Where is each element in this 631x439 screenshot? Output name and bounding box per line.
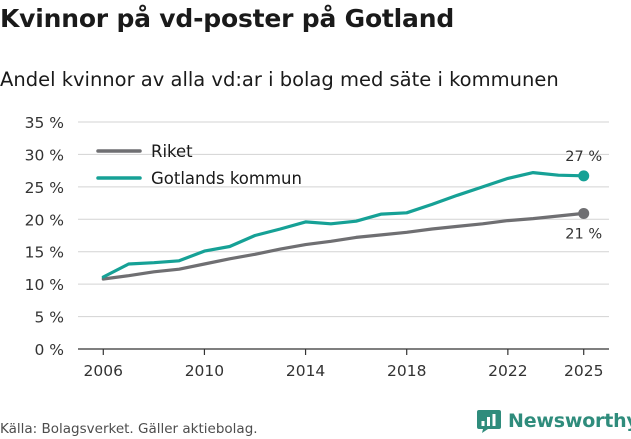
y-axis-ticks: 0 % 5 % 10 % 15 % 20 % 25 % 30 % 35 %	[25, 114, 64, 359]
end-labels: 21 % 27 %	[565, 149, 602, 243]
series-line-gotlands-kommun	[101, 171, 586, 279]
y-tick-label: 10 %	[25, 276, 64, 294]
y-tick-label: 30 %	[25, 146, 64, 164]
x-tick-label: 2022	[488, 362, 527, 380]
end-value-label: 21 %	[565, 226, 602, 242]
x-tick-label: 2025	[564, 362, 603, 380]
end-value-label: 27 %	[565, 149, 602, 165]
x-tick-label: 2014	[286, 362, 325, 380]
line-chart: 0 %5 %10 %15 %20 %25 %30 %35 % 2006 2010 2…	[25, 114, 609, 380]
x-axis: 2006 2010 2014 2018 2022 2025	[78, 348, 609, 380]
legend-label: Riket	[151, 142, 193, 161]
legend: Riket Gotlands kommun	[96, 142, 302, 188]
x-tick-label: 2006	[84, 362, 123, 380]
x-tick-label: 2010	[185, 362, 224, 380]
newsworthy-logo: Newsworthy	[476, 408, 631, 434]
series-line-riket	[101, 211, 586, 281]
y-tick-label: 20 %	[25, 211, 64, 229]
chart-subtitle: Andel kvinnor av alla vd:ar i bolag med …	[0, 68, 559, 91]
brand-name: Newsworthy	[508, 410, 631, 432]
series-lines	[101, 170, 590, 281]
y-tick-label: 5 %	[34, 309, 64, 327]
end-point-marker	[578, 207, 590, 219]
y-tick-label: 35 %	[25, 114, 64, 132]
y-tick-label: 0 %	[34, 341, 64, 359]
end-point-marker	[578, 170, 590, 182]
y-tick-label: 25 %	[25, 179, 64, 197]
chart-title: Kvinnor på vd-poster på Gotland	[0, 4, 455, 33]
newsworthy-icon	[477, 410, 501, 433]
x-tick-label: 2018	[387, 362, 426, 380]
source-note: Källa: Bolagsverket. Gäller aktiebolag.	[0, 421, 258, 437]
y-tick-label: 15 %	[25, 244, 64, 262]
gridlines	[78, 121, 609, 318]
legend-label: Gotlands kommun	[151, 169, 302, 188]
